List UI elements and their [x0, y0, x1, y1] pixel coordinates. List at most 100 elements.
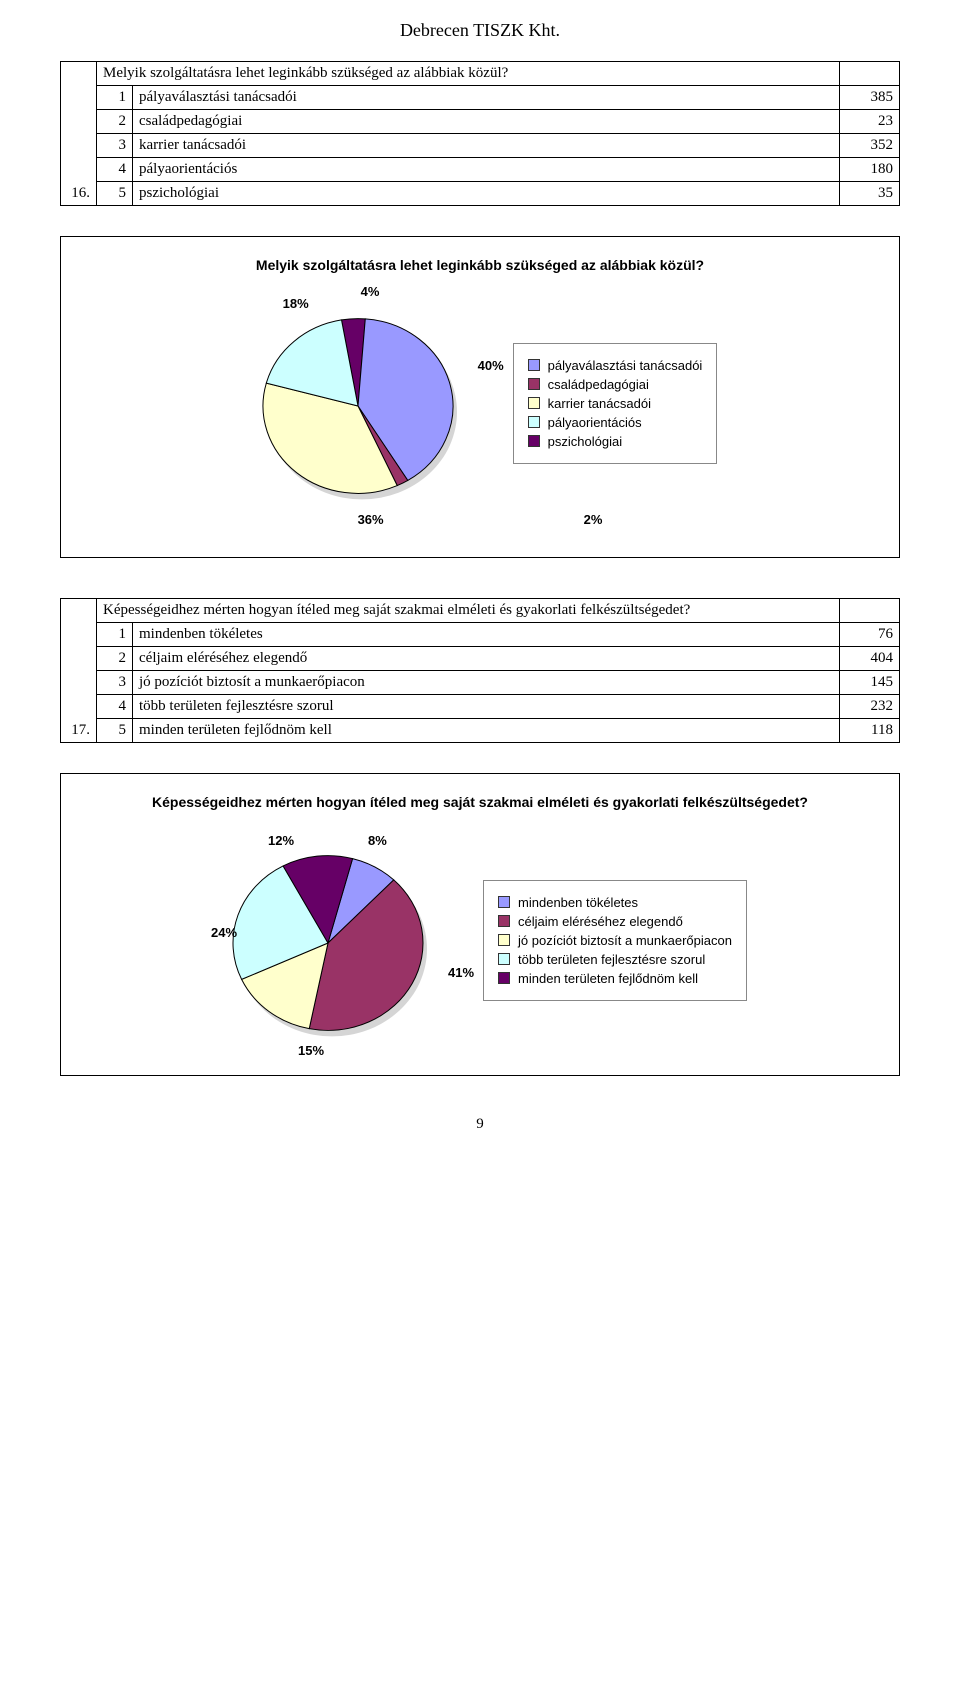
- sub-num: 2: [97, 647, 133, 671]
- legend-label: céljaim eléréséhez elegendő: [518, 914, 683, 929]
- sub-num: 5: [97, 719, 133, 743]
- table-row: 1 pályaválasztási tanácsadói 385: [61, 86, 900, 110]
- row-label: minden területen fejlődnöm kell: [133, 719, 840, 743]
- table-row: 1 mindenben tökéletes 76: [61, 623, 900, 647]
- legend-swatch: [498, 915, 510, 927]
- sub-num: 2: [97, 110, 133, 134]
- empty-cell: [840, 62, 900, 86]
- legend-swatch: [528, 378, 540, 390]
- pie-chart-svg: [213, 835, 443, 1045]
- row-number: 17.: [61, 599, 97, 743]
- legend-label: karrier tanácsadói: [548, 396, 651, 411]
- legend-item: mindenben tökéletes: [498, 895, 732, 910]
- legend-item: több területen fejlesztésre szorul: [498, 952, 732, 967]
- chart-1-below-labels: 36% 2%: [81, 512, 879, 527]
- chart-1-pie: 18% 4% 40%: [243, 298, 473, 508]
- legend-swatch: [498, 896, 510, 908]
- legend-item: minden területen fejlődnöm kell: [498, 971, 732, 986]
- row-label: családpedagógiai: [133, 110, 840, 134]
- row-value: 76: [840, 623, 900, 647]
- page-number: 9: [60, 1116, 900, 1133]
- row-value: 404: [840, 647, 900, 671]
- chart-2-title: Képességeidhez mérten hogyan ítéled meg …: [81, 794, 879, 810]
- legend-item: pályaválasztási tanácsadói: [528, 358, 703, 373]
- sub-num: 1: [97, 623, 133, 647]
- row-value: 180: [840, 158, 900, 182]
- row-value: 118: [840, 719, 900, 743]
- row-value: 35: [840, 182, 900, 206]
- table-row: 16. Melyik szolgáltatásra lehet leginkáb…: [61, 62, 900, 86]
- legend-label: több területen fejlesztésre szorul: [518, 952, 705, 967]
- question-cell: Melyik szolgáltatásra lehet leginkább sz…: [97, 62, 840, 86]
- legend-swatch: [528, 416, 540, 428]
- row-value: 23: [840, 110, 900, 134]
- pie-label: 36%: [358, 512, 384, 527]
- pie-chart-svg: [243, 298, 473, 508]
- sub-num: 5: [97, 182, 133, 206]
- legend-label: pályaorientációs: [548, 415, 642, 430]
- chart-2-container: Képességeidhez mérten hogyan ítéled meg …: [60, 773, 900, 1076]
- legend-label: pszichológiai: [548, 434, 622, 449]
- sub-num: 4: [97, 158, 133, 182]
- legend-swatch: [528, 435, 540, 447]
- row-label: jó pozíciót biztosít a munkaerőpiacon: [133, 671, 840, 695]
- legend-item: pszichológiai: [528, 434, 703, 449]
- pie-label: 4%: [361, 284, 380, 299]
- row-label: karrier tanácsadói: [133, 134, 840, 158]
- row-label: pályaorientációs: [133, 158, 840, 182]
- table-row: 2 családpedagógiai 23: [61, 110, 900, 134]
- empty-cell: [840, 599, 900, 623]
- legend-swatch: [498, 953, 510, 965]
- chart-1-title: Melyik szolgáltatásra lehet leginkább sz…: [81, 257, 879, 273]
- sub-num: 3: [97, 134, 133, 158]
- pie-label: 15%: [298, 1043, 324, 1058]
- pie-label: 41%: [448, 965, 474, 980]
- legend-item: céljaim eléréséhez elegendő: [498, 914, 732, 929]
- pie-label: 2%: [584, 512, 603, 527]
- chart-1-legend: pályaválasztási tanácsadói családpedagógi…: [513, 343, 718, 464]
- legend-item: karrier tanácsadói: [528, 396, 703, 411]
- legend-swatch: [498, 934, 510, 946]
- sub-num: 1: [97, 86, 133, 110]
- table-row: 4 pályaorientációs 180: [61, 158, 900, 182]
- question-cell: Képességeidhez mérten hogyan ítéled meg …: [97, 599, 840, 623]
- row-value: 232: [840, 695, 900, 719]
- row-label: több területen fejlesztésre szorul: [133, 695, 840, 719]
- legend-item: jó pozíciót biztosít a munkaerőpiacon: [498, 933, 732, 948]
- pie-label: 18%: [283, 296, 309, 311]
- legend-label: minden területen fejlődnöm kell: [518, 971, 698, 986]
- table-row: 4 több területen fejlesztésre szorul 232: [61, 695, 900, 719]
- table-row: 2 céljaim eléréséhez elegendő 404: [61, 647, 900, 671]
- table-row: 5 minden területen fejlődnöm kell 118: [61, 719, 900, 743]
- legend-label: mindenben tökéletes: [518, 895, 638, 910]
- legend-item: pályaorientációs: [528, 415, 703, 430]
- pie-label: 12%: [268, 833, 294, 848]
- legend-swatch: [528, 359, 540, 371]
- chart-2-legend: mindenben tökéletes céljaim eléréséhez el…: [483, 880, 747, 1001]
- row-number: 16.: [61, 62, 97, 206]
- pie-label: 24%: [211, 925, 237, 940]
- row-label: pályaválasztási tanácsadói: [133, 86, 840, 110]
- sub-num: 4: [97, 695, 133, 719]
- table-row: 5 pszichológiai 35: [61, 182, 900, 206]
- legend-label: családpedagógiai: [548, 377, 649, 392]
- table-16: 16. Melyik szolgáltatásra lehet leginkáb…: [60, 61, 900, 206]
- sub-num: 3: [97, 671, 133, 695]
- row-value: 352: [840, 134, 900, 158]
- row-label: céljaim eléréséhez elegendő: [133, 647, 840, 671]
- pie-label: 8%: [368, 833, 387, 848]
- legend-swatch: [528, 397, 540, 409]
- legend-label: pályaválasztási tanácsadói: [548, 358, 703, 373]
- row-label: mindenben tökéletes: [133, 623, 840, 647]
- chart-1-container: Melyik szolgáltatásra lehet leginkább sz…: [60, 236, 900, 558]
- chart-2-pie: 12% 8% 24% 41% 15%: [213, 835, 443, 1045]
- table-row: 3 jó pozíciót biztosít a munkaerőpiacon …: [61, 671, 900, 695]
- row-value: 385: [840, 86, 900, 110]
- document-title: Debrecen TISZK Kht.: [60, 20, 900, 41]
- row-label: pszichológiai: [133, 182, 840, 206]
- table-17: 17. Képességeidhez mérten hogyan ítéled …: [60, 598, 900, 743]
- legend-swatch: [498, 972, 510, 984]
- row-value: 145: [840, 671, 900, 695]
- table-row: 17. Képességeidhez mérten hogyan ítéled …: [61, 599, 900, 623]
- pie-label: 40%: [478, 358, 504, 373]
